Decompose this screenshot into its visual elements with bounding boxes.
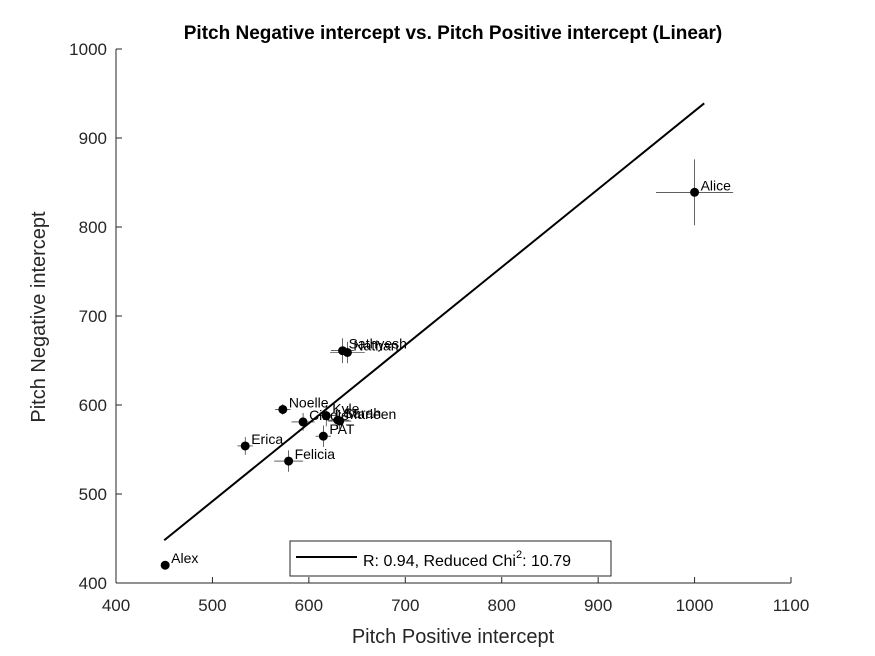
data-point — [690, 187, 700, 197]
data-point-label: Kyle — [332, 401, 359, 417]
x-tick-label: 500 — [198, 596, 226, 615]
x-tick-label: 600 — [295, 596, 323, 615]
data-point — [321, 411, 331, 421]
y-axis-ticks: 400 500 600 700 800 900 1000 — [69, 40, 122, 593]
data-point-group: Marleen — [328, 406, 396, 430]
data-points: AliceAlexEricaFeliciaNoelleCindieKyleSar… — [160, 159, 734, 570]
y-tick-label: 900 — [79, 129, 107, 148]
data-point-label: Alex — [171, 550, 198, 566]
data-point-label: Felicia — [295, 446, 336, 462]
data-point-label: Sathyesh — [349, 336, 407, 352]
x-tick-label: 900 — [584, 596, 612, 615]
x-axis-ticks: 400 500 600 700 800 900 1000 1100 — [102, 577, 809, 615]
y-tick-label: 500 — [79, 485, 107, 504]
x-tick-label: 1000 — [676, 596, 714, 615]
legend-suffix: : 10.79 — [522, 553, 571, 570]
x-axis-label: Pitch Positive intercept — [352, 626, 555, 648]
data-point-label: PAT — [329, 421, 355, 437]
data-point-label: Marleen — [346, 406, 397, 422]
x-tick-label: 400 — [102, 596, 130, 615]
legend-box — [289, 540, 612, 577]
data-point — [160, 560, 170, 570]
data-point-label: Noelle — [289, 394, 329, 410]
data-point-label: Sarah — [344, 405, 381, 421]
legend: R: 0.94, Reduced Chi2: 10.79 — [289, 540, 612, 577]
x-tick-label: 700 — [391, 596, 419, 615]
data-point-group: Alice — [656, 159, 734, 226]
data-point-group: Felicia — [274, 446, 335, 472]
y-tick-label: 1000 — [69, 40, 107, 59]
data-point — [278, 404, 288, 414]
data-point — [284, 456, 294, 466]
y-axis-label: Pitch Negative intercept — [28, 211, 50, 423]
data-point-group: Alex — [160, 550, 198, 570]
data-point — [342, 347, 352, 357]
data-point-group: Nathan — [330, 337, 399, 364]
data-point-label: Erica — [251, 431, 283, 447]
legend-text: R: 0.94, Reduced Chi — [363, 553, 516, 570]
fit-line — [163, 102, 705, 542]
data-point-group: PAT — [315, 421, 355, 447]
y-tick-label: 600 — [79, 396, 107, 415]
legend-superscript: 2 — [516, 549, 522, 561]
data-point — [240, 441, 250, 451]
chart-title: Pitch Negative intercept vs. Pitch Posit… — [184, 23, 723, 44]
y-tick-label: 700 — [79, 307, 107, 326]
data-point — [298, 417, 308, 427]
data-point-group: Noelle — [275, 394, 329, 415]
y-tick-label: 400 — [79, 574, 107, 593]
data-point-group: Kyle — [316, 401, 360, 427]
legend-label: R: 0.94, Reduced Chi2: 10.79 — [363, 549, 571, 570]
fit-line-group — [163, 102, 705, 542]
x-tick-label: 1100 — [773, 596, 810, 615]
data-point-group: Erica — [237, 431, 283, 455]
data-point-label: Alice — [701, 177, 732, 193]
data-point — [318, 431, 328, 441]
data-point — [335, 416, 345, 426]
data-point-label: Nathan — [353, 337, 398, 353]
axes — [115, 49, 791, 584]
y-tick-label: 800 — [79, 218, 107, 237]
x-tick-label: 800 — [488, 596, 516, 615]
